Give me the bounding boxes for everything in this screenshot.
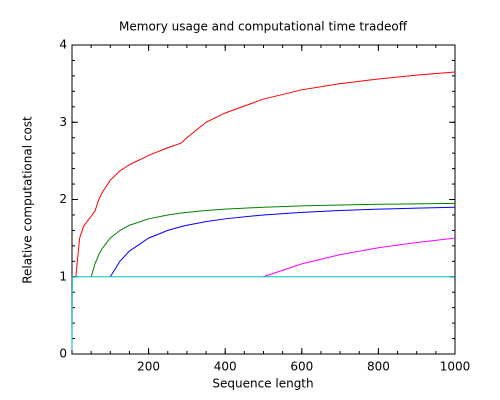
x-tick-label: 1000 [440,360,471,374]
y-tick-label: 1 [59,269,67,283]
y-tick-label: 3 [59,115,67,129]
series-line [75,71,456,277]
x-tick-label: 600 [290,360,313,374]
y-tick-label: 0 [59,347,67,361]
series-line [263,237,456,278]
x-tick-label: 400 [214,360,237,374]
x-axis-label: Sequence length [212,377,313,391]
y-axis-label: Relative computational cost [21,116,35,284]
chart-title: Memory usage and computational time trad… [119,20,408,34]
series-line [109,206,456,278]
x-tick-label: 200 [137,360,160,374]
series-line [71,276,455,351]
y-tick-label: 2 [59,192,67,206]
plot-frame [71,44,456,355]
x-tick-label: 800 [367,360,390,374]
series-line [90,202,456,277]
y-tick-label: 4 [59,38,67,52]
